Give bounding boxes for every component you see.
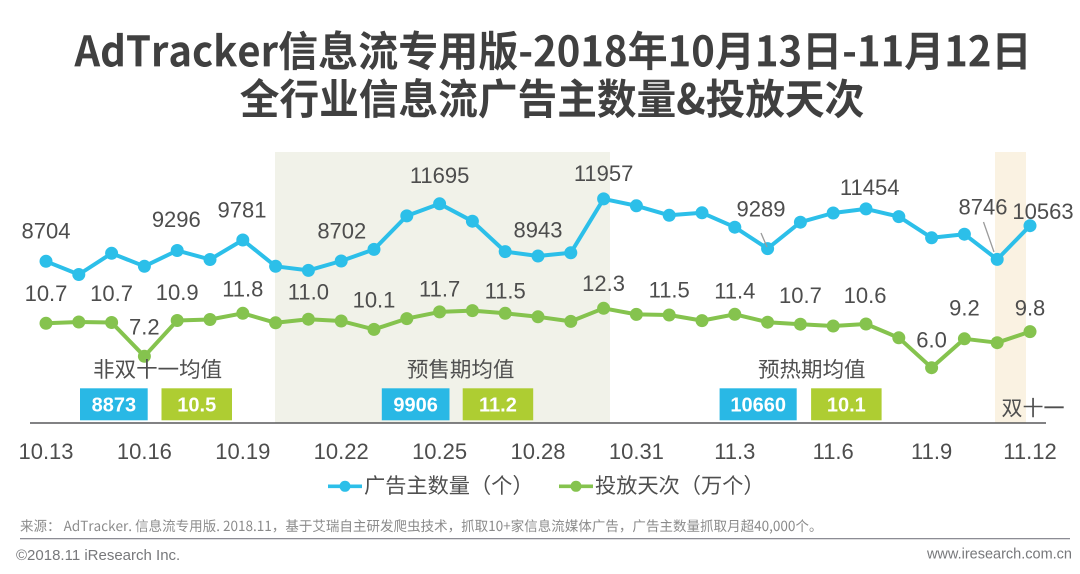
svg-text:8873: 8873	[92, 395, 137, 417]
svg-text:9781: 9781	[218, 197, 267, 222]
svg-text:11.0: 11.0	[288, 280, 329, 305]
svg-text:10.7: 10.7	[90, 281, 133, 306]
svg-text:6.0: 6.0	[916, 328, 947, 353]
svg-text:10.1: 10.1	[353, 288, 396, 313]
svg-text:11.12: 11.12	[1003, 439, 1056, 464]
svg-text:11.7: 11.7	[419, 277, 460, 302]
svg-text:8704: 8704	[22, 218, 71, 243]
svg-text:10.9: 10.9	[156, 280, 199, 305]
svg-text:11.8: 11.8	[222, 277, 263, 302]
svg-text:11.9: 11.9	[911, 439, 952, 464]
svg-text:11.5: 11.5	[649, 278, 690, 303]
svg-text:10660: 10660	[730, 395, 786, 417]
svg-text:10.7: 10.7	[779, 283, 822, 308]
svg-text:8702: 8702	[317, 218, 366, 243]
svg-text:11.3: 11.3	[714, 439, 755, 464]
svg-text:10.16: 10.16	[117, 439, 172, 464]
svg-text:12.3: 12.3	[582, 271, 625, 296]
svg-text:11.5: 11.5	[485, 279, 526, 304]
svg-text:10563: 10563	[1012, 199, 1073, 224]
svg-text:10.31: 10.31	[609, 439, 664, 464]
svg-text:8746: 8746	[959, 195, 1008, 220]
svg-text:9906: 9906	[393, 395, 438, 417]
svg-text:10.6: 10.6	[844, 283, 887, 308]
svg-text:10.7: 10.7	[25, 281, 68, 306]
svg-text:11957: 11957	[574, 161, 634, 186]
svg-text:9.8: 9.8	[1015, 296, 1046, 321]
svg-text:11.2: 11.2	[479, 395, 517, 417]
svg-text:9289: 9289	[737, 196, 786, 221]
svg-text:10.19: 10.19	[215, 439, 270, 464]
svg-text:7.2: 7.2	[129, 314, 160, 339]
svg-text:10.1: 10.1	[827, 395, 866, 417]
svg-text:10.5: 10.5	[177, 395, 216, 417]
svg-text:11454: 11454	[840, 175, 900, 200]
svg-text:©2018.11 iResearch Inc.: ©2018.11 iResearch Inc.	[16, 547, 180, 564]
svg-text:11.6: 11.6	[813, 439, 854, 464]
svg-text:9296: 9296	[152, 207, 201, 232]
svg-text:www.iresearch.com.cn: www.iresearch.com.cn	[926, 547, 1072, 563]
svg-text:8943: 8943	[514, 217, 563, 242]
svg-text:10.13: 10.13	[18, 439, 73, 464]
svg-text:9.2: 9.2	[949, 296, 980, 321]
svg-text:11695: 11695	[410, 163, 470, 188]
svg-text:10.25: 10.25	[412, 439, 467, 464]
svg-text:10.22: 10.22	[314, 439, 369, 464]
svg-text:10.28: 10.28	[510, 439, 565, 464]
svg-text:11.4: 11.4	[714, 279, 755, 304]
